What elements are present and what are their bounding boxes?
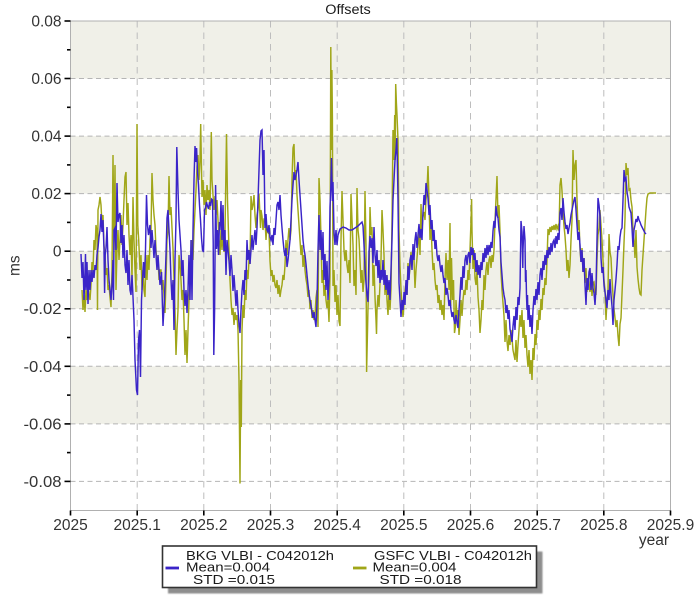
svg-text:2025.3: 2025.3 bbox=[247, 517, 294, 534]
svg-text:2025.5: 2025.5 bbox=[380, 517, 427, 534]
svg-text:-0.08: -0.08 bbox=[24, 474, 62, 491]
svg-text:2025.9: 2025.9 bbox=[647, 517, 694, 534]
svg-text:2025.7: 2025.7 bbox=[513, 517, 560, 534]
svg-text:STD =0.015: STD =0.015 bbox=[193, 572, 275, 587]
svg-text:BKG VLBI - C042012h: BKG VLBI - C042012h bbox=[186, 548, 334, 563]
svg-text:0.08: 0.08 bbox=[31, 14, 61, 31]
svg-text:-0.04: -0.04 bbox=[24, 359, 62, 376]
svg-text:year: year bbox=[639, 532, 669, 549]
svg-text:-0.06: -0.06 bbox=[24, 416, 62, 433]
svg-text:ms: ms bbox=[7, 255, 24, 276]
svg-text:2025: 2025 bbox=[53, 517, 87, 534]
svg-text:0.04: 0.04 bbox=[31, 129, 62, 146]
svg-text:GSFC VLBI - C042012h: GSFC VLBI - C042012h bbox=[374, 548, 532, 563]
svg-text:2025.6: 2025.6 bbox=[447, 517, 494, 534]
svg-text:0: 0 bbox=[53, 244, 62, 261]
svg-text:0.02: 0.02 bbox=[31, 186, 61, 203]
svg-text:0.06: 0.06 bbox=[31, 71, 61, 88]
svg-text:Offsets: Offsets bbox=[325, 2, 371, 17]
svg-text:2025.8: 2025.8 bbox=[580, 517, 627, 534]
svg-text:2025.4: 2025.4 bbox=[313, 517, 361, 534]
svg-text:2025.2: 2025.2 bbox=[180, 517, 227, 534]
svg-text:STD =0.018: STD =0.018 bbox=[380, 572, 462, 587]
svg-text:2025.1: 2025.1 bbox=[113, 517, 160, 534]
svg-text:-0.02: -0.02 bbox=[24, 301, 62, 318]
svg-text:Mean=0.004: Mean=0.004 bbox=[186, 560, 270, 575]
svg-text:Mean=0.004: Mean=0.004 bbox=[373, 560, 457, 575]
